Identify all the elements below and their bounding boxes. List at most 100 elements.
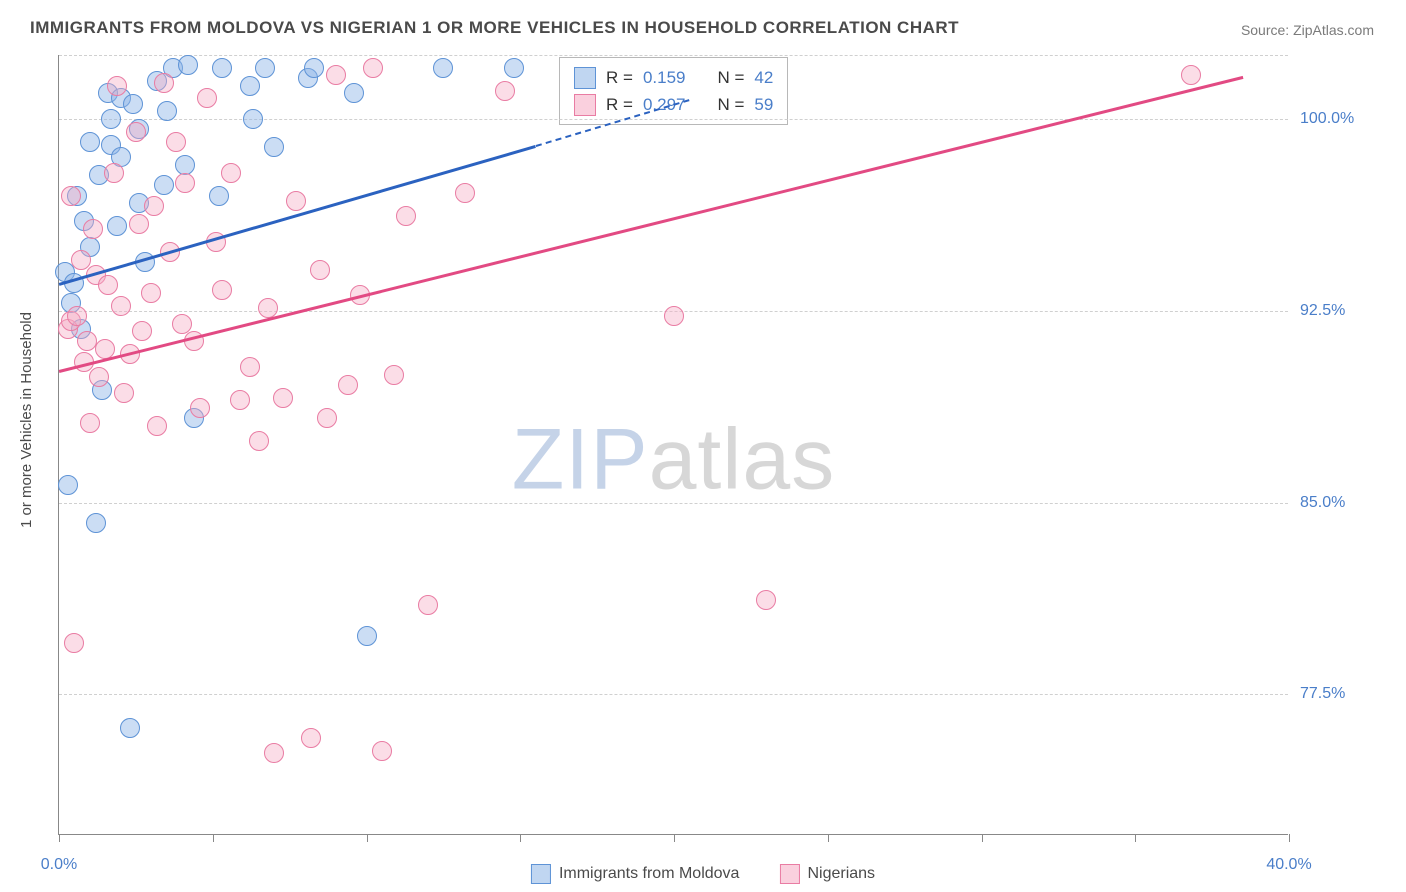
x-tick (982, 834, 983, 842)
x-tick-label: 40.0% (1266, 856, 1311, 874)
data-point (129, 214, 149, 234)
data-point (209, 186, 229, 206)
x-tick-label: 0.0% (41, 856, 77, 874)
data-point (178, 55, 198, 75)
legend-swatch (531, 864, 551, 884)
x-tick (59, 834, 60, 842)
data-point (212, 280, 232, 300)
y-axis-label: 1 or more Vehicles in Household (18, 312, 35, 528)
x-tick (1289, 834, 1290, 842)
data-point (221, 163, 241, 183)
data-point (304, 58, 324, 78)
legend-label: Nigerians (807, 865, 875, 883)
source-attribution: Source: ZipAtlas.com (1241, 22, 1374, 38)
data-point (101, 109, 121, 129)
data-point (264, 743, 284, 763)
data-point (317, 408, 337, 428)
n-label: N = (717, 91, 744, 118)
data-point (64, 633, 84, 653)
stats-row: R =0.159N =42 (574, 64, 773, 91)
legend-swatch (574, 67, 596, 89)
gridline (59, 503, 1288, 504)
data-point (396, 206, 416, 226)
legend-swatch (779, 864, 799, 884)
data-point (80, 413, 100, 433)
watermark: ZIPatlas (512, 411, 835, 510)
data-point (58, 475, 78, 495)
watermark-part2: atlas (649, 412, 836, 508)
r-value: 0.297 (643, 91, 686, 118)
data-point (433, 58, 453, 78)
data-point (338, 375, 358, 395)
x-tick (674, 834, 675, 842)
gridline (59, 694, 1288, 695)
x-tick (1135, 834, 1136, 842)
data-point (166, 132, 186, 152)
data-point (197, 88, 217, 108)
data-point (144, 196, 164, 216)
y-tick-label: 85.0% (1300, 494, 1380, 512)
data-point (357, 626, 377, 646)
data-point (126, 122, 146, 142)
data-point (120, 718, 140, 738)
data-point (141, 283, 161, 303)
data-point (154, 175, 174, 195)
data-point (89, 367, 109, 387)
data-point (495, 81, 515, 101)
data-point (756, 590, 776, 610)
data-point (243, 109, 263, 129)
data-point (504, 58, 524, 78)
data-point (255, 58, 275, 78)
data-point (80, 132, 100, 152)
data-point (123, 94, 143, 114)
stats-legend-box: R =0.159N =42R =0.297N =59 (559, 57, 788, 125)
data-point (384, 365, 404, 385)
x-tick (213, 834, 214, 842)
data-point (240, 357, 260, 377)
data-point (132, 321, 152, 341)
data-point (61, 186, 81, 206)
data-point (71, 250, 91, 270)
y-tick-label: 100.0% (1300, 110, 1380, 128)
data-point (104, 163, 124, 183)
data-point (418, 595, 438, 615)
chart-title: IMMIGRANTS FROM MOLDOVA VS NIGERIAN 1 OR… (30, 18, 959, 38)
data-point (1181, 65, 1201, 85)
data-point (111, 296, 131, 316)
data-point (286, 191, 306, 211)
data-point (230, 390, 250, 410)
data-point (98, 275, 118, 295)
n-label: N = (717, 64, 744, 91)
data-point (326, 65, 346, 85)
x-tick (828, 834, 829, 842)
plot-area: ZIPatlas R =0.159N =42R =0.297N =59 77.5… (58, 55, 1288, 835)
data-point (301, 728, 321, 748)
data-point (107, 76, 127, 96)
data-point (455, 183, 475, 203)
data-point (363, 58, 383, 78)
data-point (157, 101, 177, 121)
data-point (107, 216, 127, 236)
data-point (114, 383, 134, 403)
data-point (83, 219, 103, 239)
data-point (212, 58, 232, 78)
watermark-part1: ZIP (512, 412, 649, 508)
legend-swatch (574, 94, 596, 116)
data-point (172, 314, 192, 334)
n-value: 59 (754, 91, 773, 118)
data-point (154, 73, 174, 93)
trend-line (59, 145, 536, 285)
gridline (59, 55, 1288, 56)
x-tick (520, 834, 521, 842)
chart-container: IMMIGRANTS FROM MOLDOVA VS NIGERIAN 1 OR… (0, 0, 1406, 892)
data-point (664, 306, 684, 326)
y-tick-label: 92.5% (1300, 302, 1380, 320)
data-point (249, 431, 269, 451)
data-point (264, 137, 284, 157)
data-point (310, 260, 330, 280)
n-value: 42 (754, 64, 773, 91)
data-point (273, 388, 293, 408)
data-point (67, 306, 87, 326)
r-value: 0.159 (643, 64, 686, 91)
legend-item: Immigrants from Moldova (531, 864, 740, 884)
